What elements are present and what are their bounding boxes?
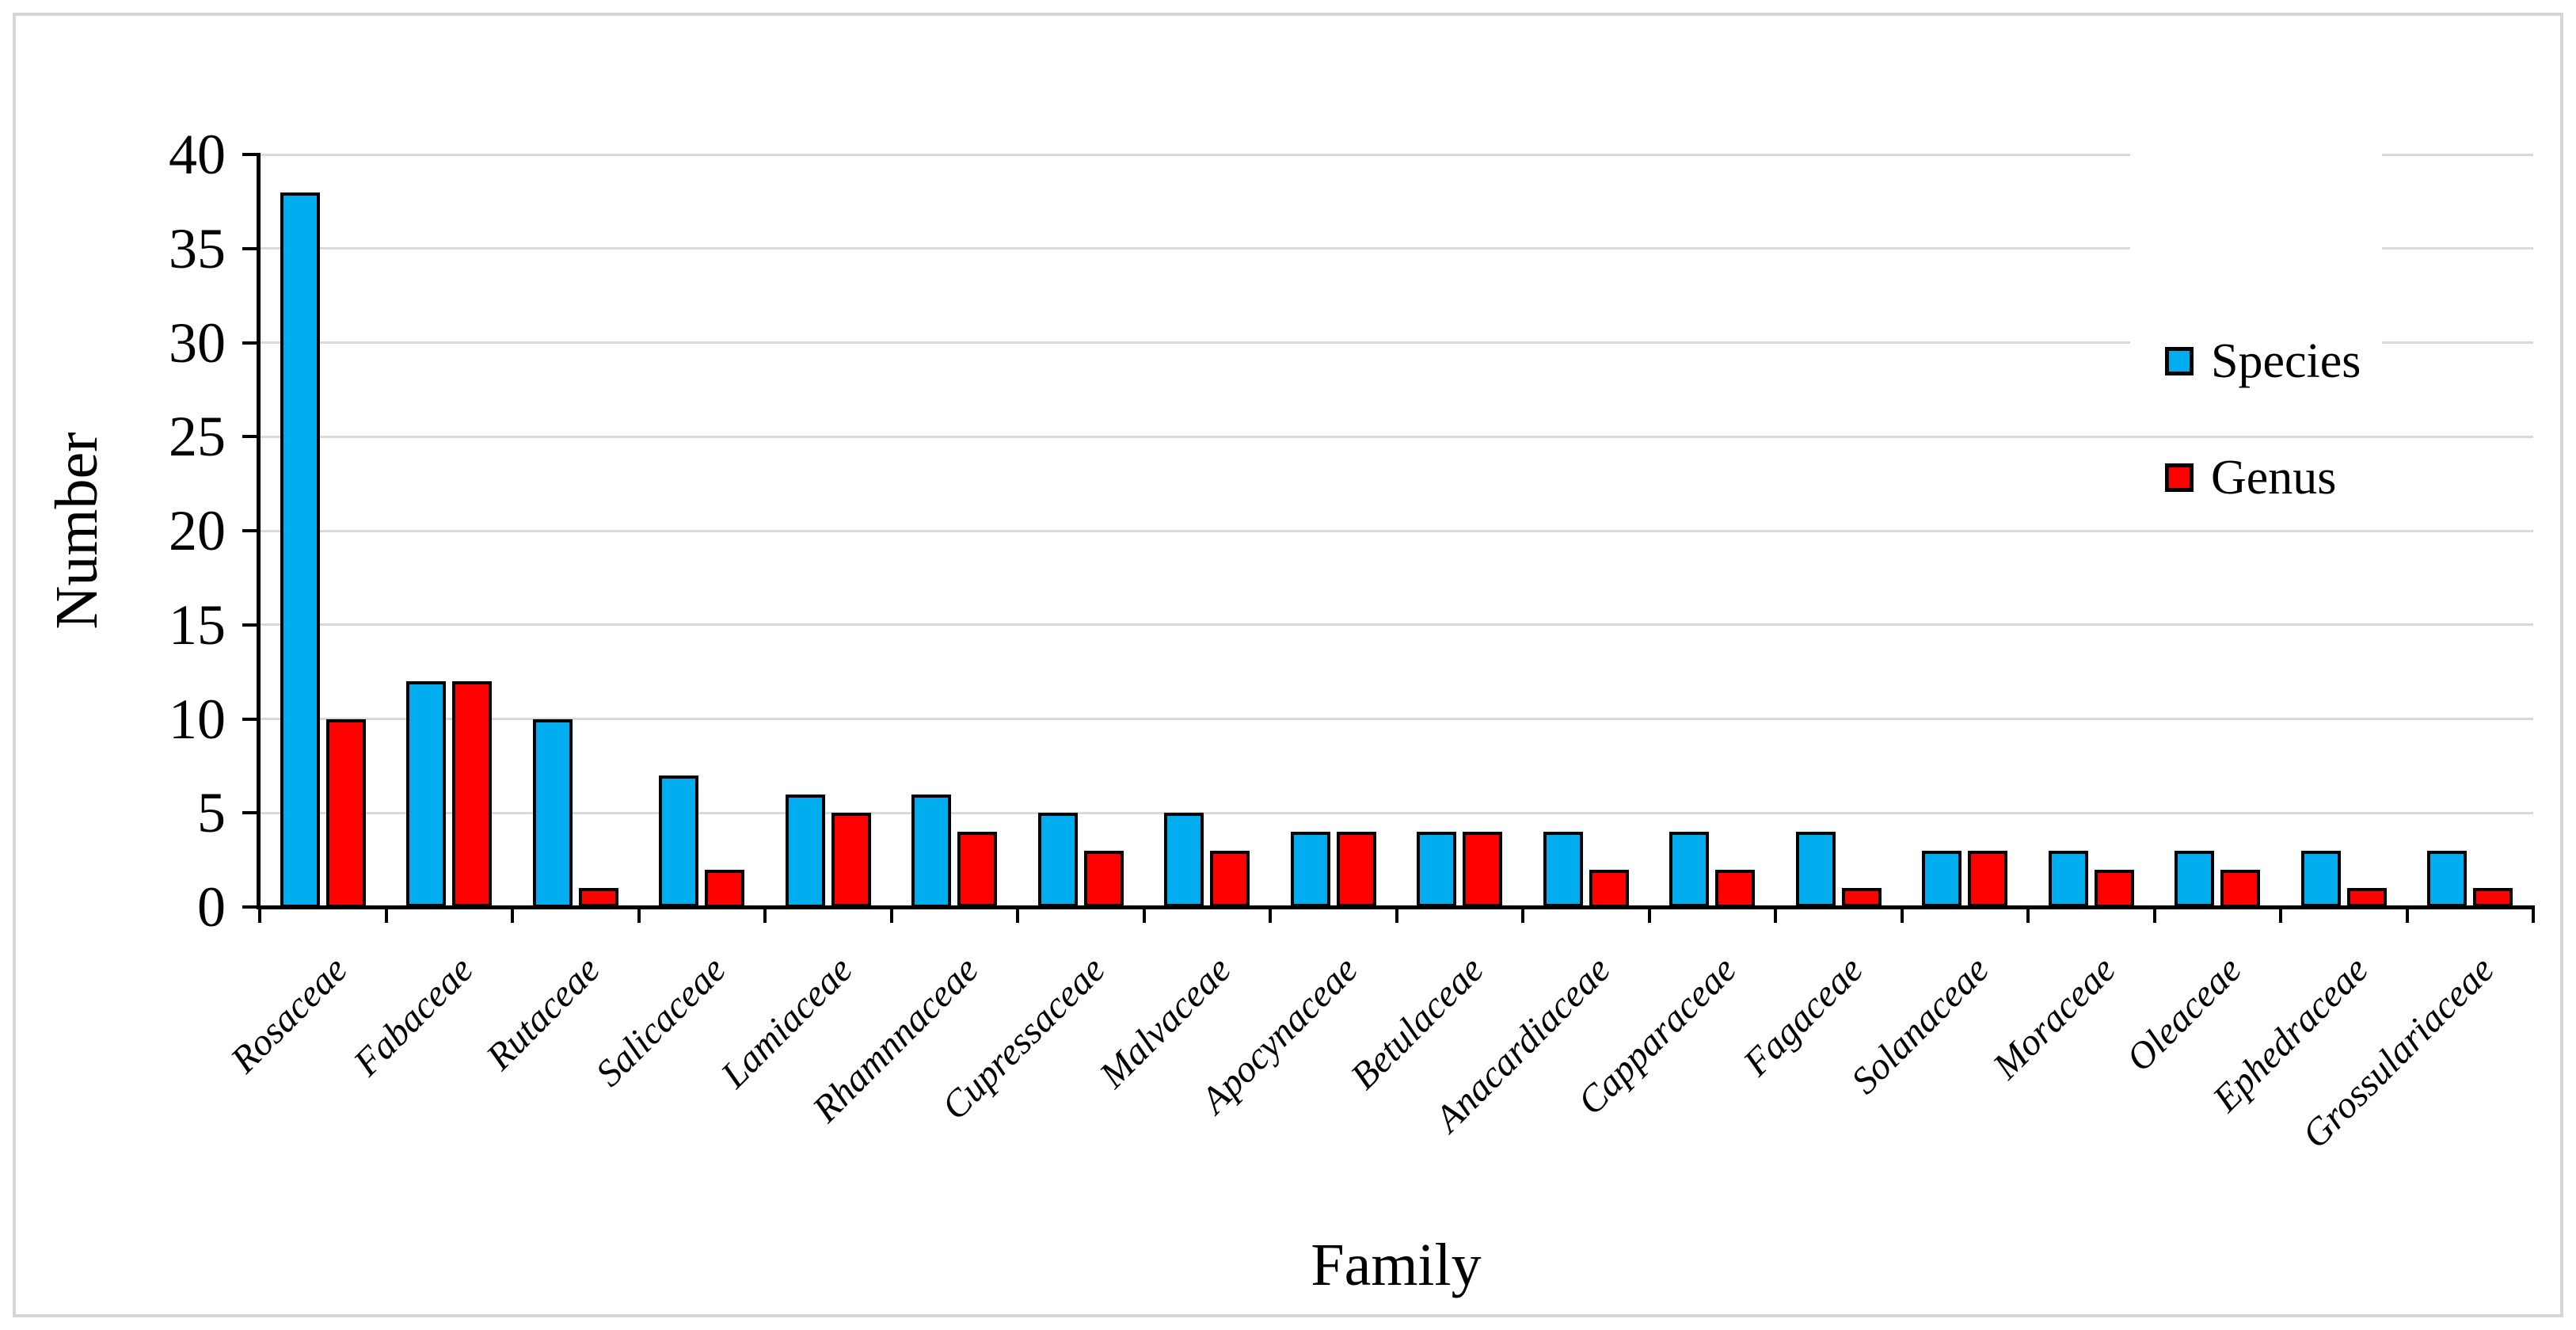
- x-axis-tick-14: [2026, 905, 2030, 923]
- bar-genus-salicaceae: [705, 870, 744, 908]
- bar-genus-lamiaceae: [831, 813, 871, 907]
- bar-species-capparaceae: [1669, 832, 1709, 907]
- bar-genus-cupressaceae: [1084, 851, 1124, 907]
- x-axis-tick-5: [890, 905, 893, 923]
- legend-item-species: Species: [2165, 337, 2361, 386]
- y-axis-tick-35: [242, 246, 260, 250]
- bar-species-malvaceae: [1164, 813, 1204, 907]
- x-axis-tick-6: [1016, 905, 1019, 923]
- bar-genus-apocynaceae: [1337, 832, 1376, 907]
- x-axis-tick-0: [258, 905, 261, 923]
- x-axis-line: [257, 905, 2535, 909]
- y-tick-label-30: 30: [169, 311, 226, 375]
- bar-species-cupressaceae: [1038, 813, 1078, 907]
- legend-label-genus: Genus: [2211, 451, 2337, 505]
- bar-genus-malvaceae: [1210, 851, 1250, 907]
- bar-genus-fabaceae: [452, 681, 492, 907]
- y-axis-tick-20: [242, 529, 260, 532]
- bar-genus-solanaceae: [1968, 851, 2007, 907]
- y-tick-label-25: 25: [169, 405, 226, 469]
- species-swatch-icon: [2165, 347, 2194, 375]
- x-axis-tick-1: [385, 905, 388, 923]
- x-axis-tick-15: [2153, 905, 2156, 923]
- y-tick-label-5: 5: [197, 781, 226, 845]
- x-axis-tick-11: [1648, 905, 1651, 923]
- bar-species-moraceae: [2049, 851, 2088, 907]
- gridline-10: [260, 718, 2533, 720]
- bar-genus-rutaceae: [579, 888, 618, 907]
- x-axis-tick-2: [511, 905, 514, 923]
- x-axis-tick-10: [1521, 905, 1524, 923]
- x-axis-tick-18: [2532, 905, 2535, 923]
- y-axis-tick-5: [242, 811, 260, 815]
- bar-species-ephedraceae: [2301, 851, 2341, 907]
- bar-genus-anacardiaceae: [1589, 870, 1629, 908]
- bar-species-fagaceae: [1796, 832, 1836, 907]
- y-axis-tick-15: [242, 623, 260, 627]
- bar-genus-rosaceae: [326, 719, 366, 908]
- y-axis-tick-10: [242, 717, 260, 721]
- y-tick-label-35: 35: [169, 216, 226, 280]
- bar-genus-grossulariaceae: [2473, 888, 2513, 907]
- gridline-25: [260, 435, 2533, 438]
- y-tick-label-40: 40: [169, 123, 226, 186]
- bar-genus-moraceae: [2095, 870, 2134, 908]
- bar-species-lamiaceae: [786, 795, 825, 908]
- x-axis-tick-8: [1269, 905, 1272, 923]
- y-tick-label-20: 20: [169, 499, 226, 562]
- gridline-30: [260, 341, 2533, 344]
- legend: Species Genus: [2130, 147, 2382, 502]
- bar-species-oleaceae: [2175, 851, 2214, 907]
- y-tick-label-15: 15: [169, 593, 226, 657]
- y-axis-line: [257, 153, 261, 909]
- x-axis-title: Family: [1311, 1232, 1482, 1298]
- bar-species-rutaceae: [533, 719, 573, 908]
- y-axis-title: Number: [44, 432, 110, 630]
- bar-species-betulaceae: [1417, 832, 1456, 907]
- bar-species-anacardiaceae: [1543, 832, 1583, 907]
- x-axis-tick-13: [1901, 905, 1904, 923]
- gridline-15: [260, 623, 2533, 627]
- x-axis-tick-16: [2279, 905, 2282, 923]
- bar-species-rosaceae: [280, 192, 320, 908]
- legend-item-genus: Genus: [2165, 453, 2336, 502]
- x-axis-tick-4: [763, 905, 767, 923]
- bar-genus-betulaceae: [1463, 832, 1502, 907]
- gridline-5: [260, 811, 2533, 814]
- y-axis-tick-0: [242, 905, 260, 909]
- bar-species-salicaceae: [659, 776, 698, 907]
- y-tick-label-0: 0: [197, 875, 226, 939]
- x-axis-tick-3: [637, 905, 641, 923]
- x-axis-tick-12: [1774, 905, 1777, 923]
- bar-species-rhamnnaceae: [911, 795, 951, 908]
- bar-genus-oleaceae: [2220, 870, 2260, 908]
- bar-species-fabaceae: [406, 681, 446, 907]
- gridline-35: [260, 247, 2533, 250]
- bar-genus-fagaceae: [1842, 888, 1882, 907]
- legend-label-species: Species: [2211, 334, 2361, 388]
- y-tick-label-10: 10: [169, 687, 226, 751]
- bar-genus-rhamnnaceae: [957, 832, 997, 907]
- bar-genus-ephedraceae: [2347, 888, 2387, 907]
- genus-swatch-icon: [2165, 463, 2194, 492]
- x-axis-tick-7: [1143, 905, 1146, 923]
- bar-genus-capparaceae: [1715, 870, 1755, 908]
- y-axis-tick-40: [242, 153, 260, 156]
- gridline-40: [260, 153, 2533, 156]
- bar-species-solanaceae: [1922, 851, 1961, 907]
- gridline-20: [260, 529, 2533, 532]
- x-axis-tick-17: [2406, 905, 2409, 923]
- y-axis-tick-25: [242, 435, 260, 439]
- bar-species-apocynaceae: [1291, 832, 1330, 907]
- x-axis-tick-9: [1395, 905, 1398, 923]
- y-axis-tick-30: [242, 341, 260, 345]
- bar-species-grossulariaceae: [2427, 851, 2467, 907]
